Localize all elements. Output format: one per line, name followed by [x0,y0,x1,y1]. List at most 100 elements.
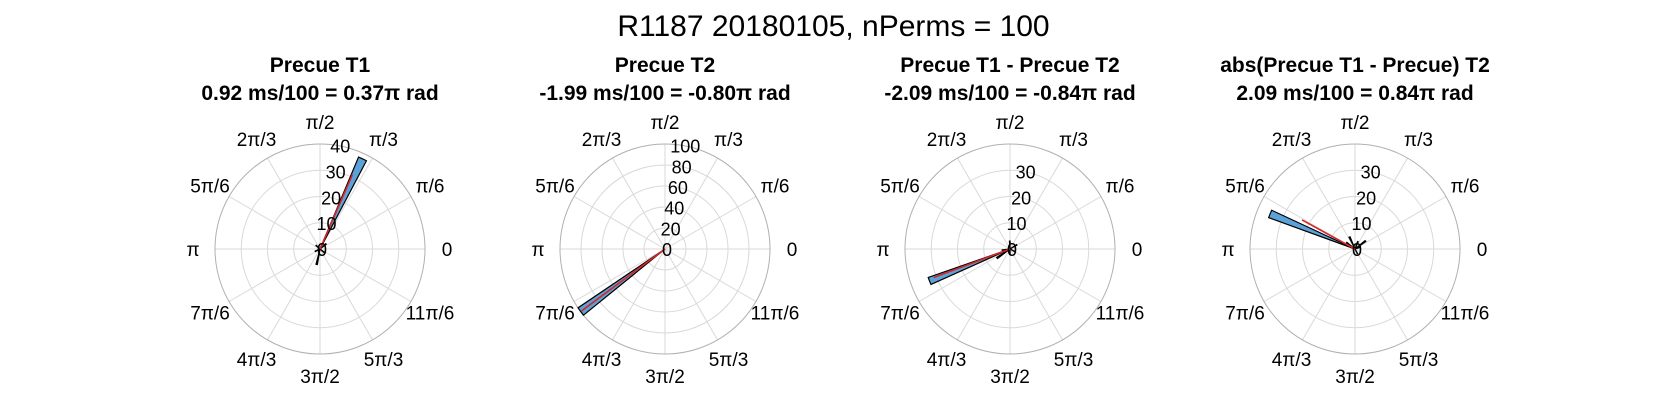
radial-tick-label: 0 [317,240,327,260]
histogram-bar [1009,243,1018,250]
circular-gridline [293,222,347,276]
radial-tick-label: 20 [1011,188,1031,208]
angle-label: 2π/3 [1272,130,1312,151]
angle-label: π/3 [1404,130,1433,151]
circular-gridline [267,196,373,302]
angle-label: 5π/6 [535,177,575,198]
circular-gridline [643,227,687,271]
angle-label: 5π/3 [709,350,749,371]
angle-label: 5π/3 [1054,350,1094,371]
histogram-bar [1354,239,1367,250]
circular-gridline [1302,196,1408,302]
angle-label: 3π/2 [300,367,340,388]
angle-label: π/2 [306,113,335,134]
circular-gridline [957,196,1063,302]
chart-title: Precue T1 - Precue T2 [900,54,1119,77]
radial-gridline [664,196,757,250]
outer-ring [904,143,1116,355]
histogram-bar [314,248,321,253]
circular-gridline [1275,169,1435,329]
radial-gridline [664,248,718,341]
histogram-bar [1008,240,1011,250]
circular-gridline [240,169,400,329]
radial-gridline [612,157,666,250]
angle-label: 3π/2 [1335,367,1375,388]
radial-tick-label: 10 [1007,214,1027,234]
angle-label: 11π/6 [1096,304,1145,325]
mean-vector-line [933,248,1011,279]
angle-label: 0 [787,240,798,261]
histogram-bar [319,156,368,250]
histogram-bar [1348,236,1356,250]
angle-label: 0 [442,240,453,261]
angle-label: 7π/6 [880,304,920,325]
radial-tick-label: 80 [672,157,692,177]
angle-label: π/6 [416,177,445,198]
mean-vector-line [581,248,666,312]
angle-label: 5π/6 [190,177,230,198]
histogram-bar [1354,246,1361,250]
angle-label: 4π/3 [237,350,277,371]
angle-label: 0 [1132,240,1143,261]
circular-gridline [214,143,426,355]
mean-vector-line [319,174,354,250]
histogram-bar [1354,248,1359,255]
angle-label: 3π/2 [990,367,1030,388]
polar-chart-2: Precue T2-1.99 ms/100 = -0.80π rad020406… [531,54,799,388]
circular-gridline [983,222,1037,276]
angle-label: π/6 [1106,177,1135,198]
polar-chart-4: abs(Precue T1 - Precue) T2 2.09 ms/100 = … [1220,54,1490,388]
radial-gridline [664,157,718,250]
angle-label: π/2 [996,113,1025,134]
radial-gridline [612,248,666,341]
angle-label: 2π/3 [927,130,967,151]
radial-tick-label: 20 [661,219,681,239]
angle-label: 5π/3 [1399,350,1439,371]
histogram-bar [315,244,321,250]
polar-chart-1: Precue T1 0.92 ms/100 = 0.37π rad 0 10 20 30 4… [186,54,454,388]
chart-subtitle: 2.09 ms/100 = 0.84π rad [1236,82,1473,105]
angle-label: 5π/3 [364,350,404,371]
angle-label: π [1221,240,1234,261]
figure-title: R1187 20180105, nPerms = 100 [617,10,1050,43]
radial-tick-label: 10 [1352,214,1372,234]
angle-label: 7π/6 [535,304,575,325]
chart-title: Precue T1 [270,54,371,77]
chart-title: Precue T2 [615,54,715,77]
radial-tick-label: 100 [670,137,700,157]
radial-tick-label: 30 [1361,162,1381,182]
histogram-bar [995,248,1011,260]
circular-gridline [601,185,729,313]
angle-label: π [876,240,889,261]
radial-tick-label: 20 [1356,188,1376,208]
angle-label: 2π/3 [237,130,277,151]
angle-label: 4π/3 [1272,350,1312,371]
histogram-bar [315,248,321,266]
histogram-bar [1354,240,1359,250]
histogram-bar [319,242,328,250]
chart-subtitle: -1.99 ms/100 = -0.80π rad [539,82,790,105]
angle-label: π/3 [1059,130,1088,151]
circular-gridline [580,164,750,334]
angle-label: π/3 [369,130,398,151]
radial-tick-label: 0 [1352,240,1362,260]
angle-label: π [186,240,199,261]
angle-label: π/2 [1341,113,1370,134]
angle-label: π/6 [1451,177,1480,198]
histogram-bar [927,248,1011,286]
radial-tick-label: 40 [330,137,350,157]
angle-label: 7π/6 [1225,304,1265,325]
angle-label: 7π/6 [190,304,230,325]
radial-tick-label: 20 [321,188,341,208]
radial-gridline [573,196,666,250]
radial-tick-label: 60 [668,178,688,198]
radial-tick-label: 10 [317,214,337,234]
angle-label: 5π/6 [1225,177,1265,198]
chart-subtitle: -2.09 ms/100 = -0.84π rad [884,82,1135,105]
histogram-bar [1267,209,1356,250]
radial-gridline [664,248,757,302]
outer-ring [1249,143,1461,355]
polar-chart-3: Precue T1 - Precue T2 -2.09 ms/100 = -0.8… [876,54,1144,388]
radial-tick-label: 0 [662,240,672,260]
